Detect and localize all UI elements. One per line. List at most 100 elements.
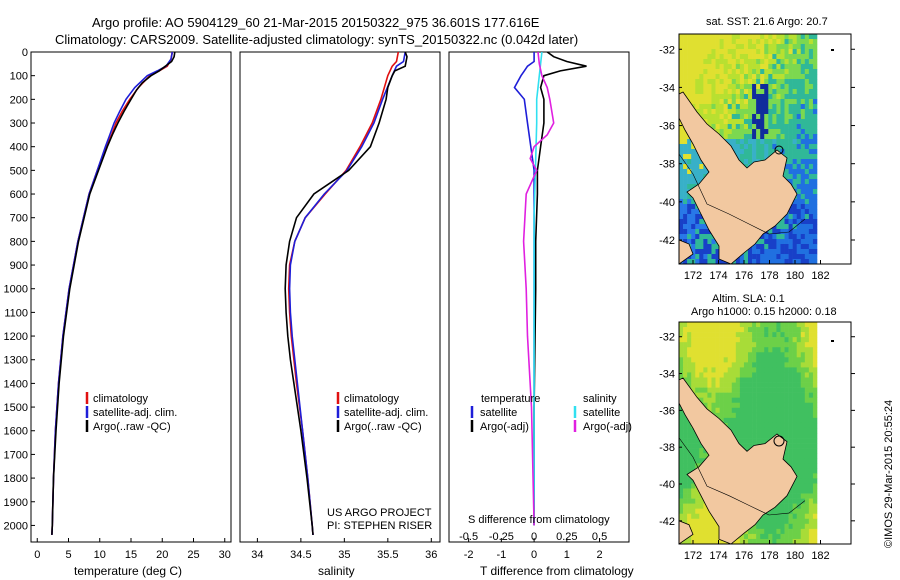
- map-cell: [804, 392, 810, 398]
- map-cell: [800, 362, 806, 368]
- map-cell: [780, 234, 785, 240]
- map-cell: [764, 518, 769, 525]
- map-cell: [796, 397, 802, 404]
- map-cell: [691, 377, 696, 383]
- map-cell: [703, 239, 708, 245]
- land-south-island: [679, 239, 694, 264]
- lon-tick-label: 172: [684, 270, 702, 282]
- map-cell: [748, 39, 753, 45]
- map-cell: [812, 538, 818, 544]
- map-cell: [715, 244, 720, 250]
- lon-tick-label: 174: [709, 550, 727, 562]
- map-cell: [699, 382, 704, 388]
- map-cell: [760, 94, 765, 100]
- map-cell: [752, 327, 757, 333]
- map-cell: [788, 54, 793, 60]
- t-difference-xlabel: T difference from climatology: [480, 564, 634, 578]
- map-cell: [768, 254, 773, 260]
- map-cell: [683, 74, 688, 80]
- map-cell: [743, 159, 749, 165]
- map-cell: [695, 508, 700, 515]
- map-cell: [788, 357, 793, 363]
- map-cell: [804, 533, 810, 540]
- map-cell: [703, 523, 708, 530]
- map-cell: [756, 528, 761, 535]
- map-cell: [804, 129, 810, 135]
- map-cell: [800, 124, 806, 130]
- map-cell: [695, 234, 700, 240]
- map-cell: [683, 453, 688, 459]
- map-cell: [800, 392, 806, 398]
- map-cell: [808, 99, 814, 105]
- map-cell: [703, 254, 708, 260]
- map-cell: [808, 244, 814, 250]
- map-cell: [768, 59, 773, 65]
- map-cell: [792, 322, 798, 328]
- map-cell: [804, 144, 810, 150]
- map-cell: [687, 438, 692, 444]
- map-cell: [731, 402, 737, 409]
- map-cell: [735, 538, 741, 544]
- map-cell: [731, 34, 737, 40]
- map-cell: [711, 74, 716, 80]
- map-cell: [800, 94, 806, 100]
- map-cell: [683, 79, 688, 85]
- map-cell: [719, 129, 724, 135]
- map-cell: [768, 342, 773, 348]
- map-cell: [776, 382, 781, 388]
- map-cell: [788, 234, 793, 240]
- map-cell: [695, 382, 700, 388]
- map-cell: [812, 239, 818, 245]
- map-cell: [772, 259, 777, 264]
- map-cell: [768, 244, 773, 250]
- map-cell: [752, 342, 757, 348]
- map-cell: [683, 377, 688, 383]
- map-cell: [707, 538, 712, 544]
- map-cell: [723, 79, 729, 85]
- map-cell: [735, 94, 741, 100]
- map-cell: [731, 64, 737, 70]
- map-cell: [784, 144, 789, 150]
- map-cell: [792, 503, 798, 509]
- map-cell: [764, 234, 769, 240]
- map-cell: [808, 79, 814, 85]
- map-cell: [719, 407, 724, 414]
- map-cell: [711, 347, 716, 353]
- lat-tick-label: -40: [659, 479, 675, 491]
- map-cell: [800, 407, 806, 414]
- map-cell: [808, 174, 814, 180]
- map-cell: [703, 64, 708, 70]
- map-cell: [792, 169, 798, 175]
- map-cell: [792, 422, 798, 429]
- map-cell: [748, 154, 753, 160]
- map-cell: [739, 417, 745, 424]
- map-cell: [739, 54, 745, 60]
- map-cell: [764, 124, 769, 130]
- map-cell: [760, 438, 765, 444]
- map-cell: [812, 259, 818, 264]
- map-cell: [788, 407, 793, 414]
- map-cell: [679, 483, 684, 489]
- map-cell: [703, 79, 708, 85]
- map-cell: [768, 528, 773, 535]
- map-cell: [780, 342, 785, 348]
- map-cell: [683, 518, 688, 525]
- map-cell: [768, 44, 773, 50]
- map-cell: [764, 372, 769, 378]
- map-cell: [752, 109, 757, 115]
- map-cell: [699, 392, 704, 398]
- map-cell: [727, 397, 733, 404]
- map-cell: [723, 74, 729, 80]
- temperature-xlabel: temperature (deg C): [74, 564, 182, 578]
- map-cell: [752, 59, 757, 65]
- map-cell: [691, 169, 696, 175]
- map-cell: [691, 493, 696, 499]
- map-cell: [804, 443, 810, 449]
- map-cell: [687, 94, 692, 100]
- map-cell: [784, 59, 789, 65]
- depth-tick-label: 1800: [4, 473, 28, 485]
- map-cell: [784, 124, 789, 130]
- map-cell: [727, 84, 733, 90]
- map-cell: [687, 139, 692, 145]
- map-cell: [683, 357, 688, 363]
